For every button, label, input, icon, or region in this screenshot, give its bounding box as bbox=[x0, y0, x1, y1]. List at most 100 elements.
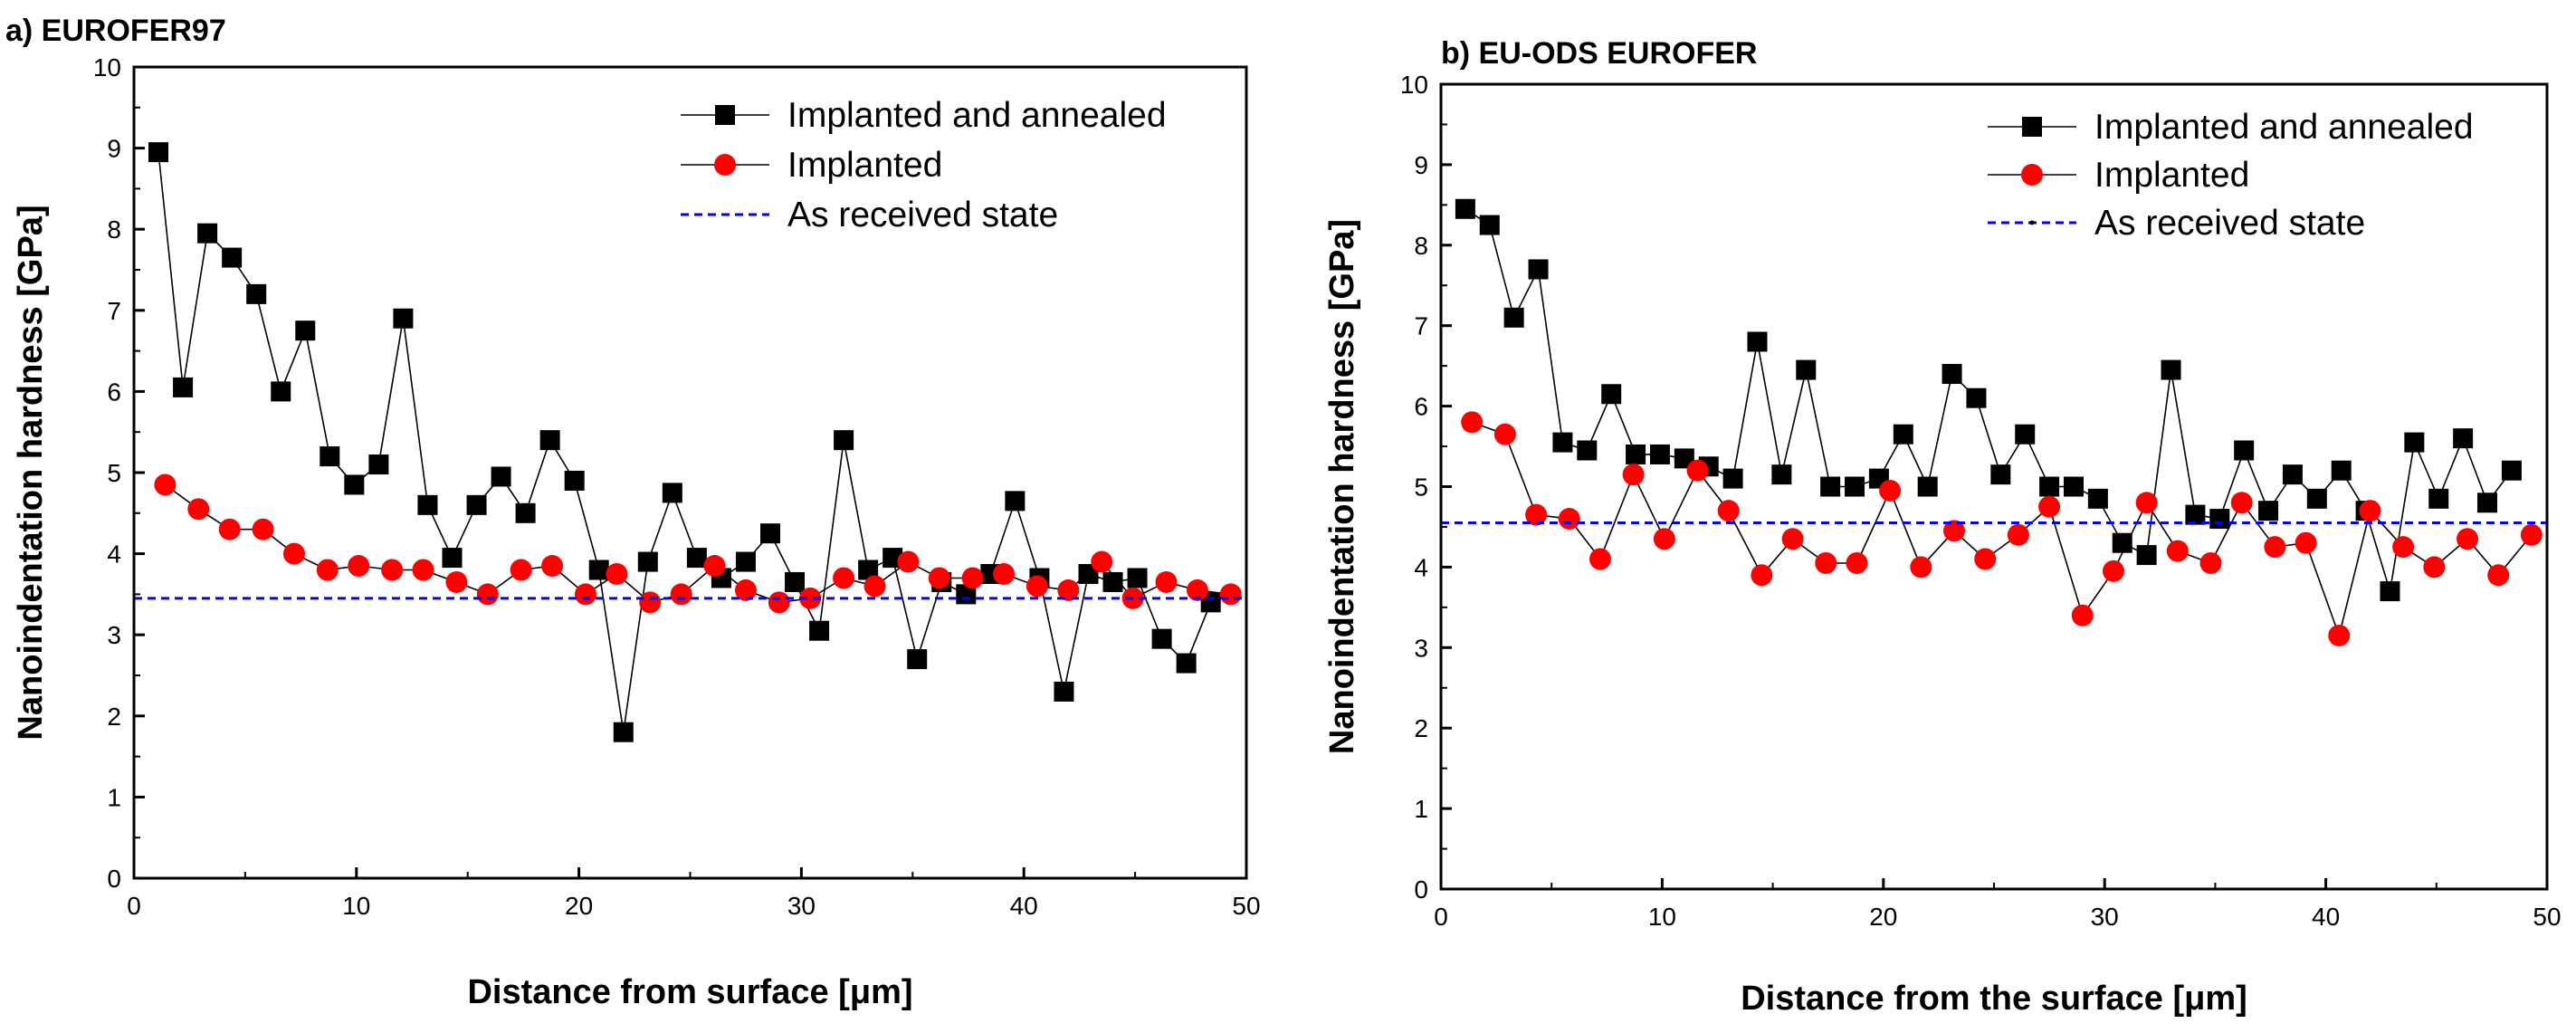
panel-b-y-tick-label: 2 bbox=[1414, 714, 1428, 742]
panel-a-implanted-point bbox=[961, 567, 984, 589]
panel-b-implanted-point bbox=[2487, 564, 2510, 587]
panel-a-annealed-point bbox=[417, 494, 438, 515]
panel-b-annealed-point bbox=[1942, 364, 1962, 385]
panel-a-implanted-point bbox=[1155, 570, 1178, 593]
panel-a-x-axis-title: Distance from surface [μm] bbox=[467, 973, 912, 1011]
panel-b-y-tick-label: 0 bbox=[1414, 875, 1428, 904]
panel-b-implanted-point bbox=[1815, 551, 1837, 574]
panel-b-annealed-point bbox=[1990, 464, 2011, 485]
panel-a-y-tick-label: 0 bbox=[107, 865, 121, 893]
panel-b-implanted-point bbox=[2102, 560, 2124, 582]
panel-b-annealed-point bbox=[2404, 432, 2425, 453]
panel-a-x-tick-label: 30 bbox=[787, 892, 816, 920]
panel-b-annealed-point bbox=[1796, 359, 1817, 380]
panel-b-annealed-point bbox=[1479, 215, 1500, 235]
panel-b-implanted-point bbox=[2166, 540, 2189, 562]
panel-b-implanted-point bbox=[2199, 551, 2222, 574]
panel-a-legend-swatch-annealed bbox=[715, 105, 735, 125]
panel-a-annealed-point bbox=[834, 430, 854, 451]
panel-b-title: b) EU-ODS EUROFER bbox=[1441, 36, 1757, 71]
panel-a-implanted-point bbox=[897, 550, 920, 573]
panel-a-y-tick-label: 2 bbox=[107, 703, 121, 731]
panel-a-implanted-point bbox=[1057, 579, 1080, 601]
panel-b-x-tick-label: 20 bbox=[1869, 903, 1897, 931]
panel-b-implanted-point bbox=[1622, 464, 1645, 486]
panel-a-annealed-point bbox=[320, 446, 340, 467]
panel-b-implanted-point bbox=[1943, 520, 1966, 542]
panel-a-annealed-series-line bbox=[157, 152, 1212, 732]
panel-b-implanted-point bbox=[2007, 523, 2029, 546]
panel-b-annealed-point bbox=[1893, 424, 1913, 445]
panel-b-x-tick-label: 50 bbox=[2533, 903, 2561, 931]
panel-a-y-tick-label: 10 bbox=[93, 53, 121, 81]
panel-a-implanted-point bbox=[187, 498, 210, 521]
panel-a-implanted-point bbox=[316, 559, 339, 581]
panel-a-annealed-point bbox=[613, 722, 634, 742]
panel-b-implanted-point bbox=[1686, 459, 1709, 482]
panel-b-implanted-point bbox=[1653, 528, 1675, 550]
panel-b-annealed-point bbox=[2136, 545, 2157, 566]
panel-a: a) EUROFER97 0 10 20 30 40 50 0 1 2 3 4 5 6 7 8 9 10 Dis… bbox=[5, 14, 1261, 1011]
panel-b-annealed-point bbox=[1966, 387, 1987, 408]
panel-b-ticks: 0 10 20 30 40 50 0 1 2 3 4 5 6 7 8 9 10 bbox=[1400, 71, 2562, 931]
panel-a-implanted-point bbox=[574, 583, 596, 606]
panel-b-series bbox=[1441, 198, 2547, 646]
panel-b-annealed-point bbox=[2234, 440, 2255, 461]
panel-b-legend-label: Implanted and annealed bbox=[2094, 108, 2474, 147]
panel-a-annealed-point bbox=[735, 551, 756, 572]
panel-a-implanted-point bbox=[993, 563, 1016, 585]
panel-b-annealed-point bbox=[1626, 444, 1646, 464]
panel-b-legend-swatch-implanted bbox=[2021, 164, 2043, 186]
panel-a-annealed-point bbox=[197, 223, 218, 244]
panel-a-x-tick-label: 0 bbox=[127, 892, 141, 920]
panel-b-annealed-point bbox=[1747, 331, 1768, 352]
panel-b-implanted-point bbox=[1910, 556, 1932, 579]
panel-a-annealed-point bbox=[809, 620, 830, 641]
panel-b-implanted-point bbox=[1974, 548, 1997, 570]
panel-b-annealed-point bbox=[2209, 509, 2230, 530]
panel-b-implanted-point bbox=[1493, 423, 1516, 445]
panel-b-implanted-point bbox=[2457, 528, 2479, 550]
panel-a-legend-swatch-implanted bbox=[714, 154, 736, 176]
panel-b-implanted-point bbox=[2392, 536, 2415, 559]
panel-b-annealed-point bbox=[2112, 532, 2132, 553]
panel-a-implanted-point bbox=[799, 587, 822, 609]
panel-b-implanted-point bbox=[2038, 495, 2061, 518]
panel-a-implanted-point bbox=[154, 473, 177, 496]
panel-a-annealed-point bbox=[466, 494, 487, 515]
panel-a-x-tick-label: 40 bbox=[1010, 892, 1038, 920]
panel-b-annealed-point bbox=[2063, 476, 2084, 497]
panel-b-annealed-point bbox=[2161, 359, 2181, 380]
panel-a-annealed-point bbox=[491, 466, 511, 487]
panel-b-legend-swatch-annealed bbox=[2022, 117, 2042, 137]
panel-a-implanted-point bbox=[606, 563, 628, 585]
panel-a-annealed-point bbox=[564, 470, 585, 491]
panel-b-y-axis-title: Nanoindentation hardness [GPa] bbox=[1323, 219, 1361, 754]
panel-a-annealed-point bbox=[539, 430, 560, 451]
panel-b-implanted-point bbox=[1717, 500, 1740, 522]
panel-b-implanted-point bbox=[2230, 492, 2253, 514]
panel-a-annealed-point bbox=[588, 560, 609, 580]
panel-a-implanted-point bbox=[639, 591, 662, 614]
panel-b-implanted-point bbox=[1589, 548, 1611, 570]
panel-b-annealed-point bbox=[2477, 493, 2498, 513]
panel-a-title: a) EUROFER97 bbox=[5, 14, 226, 48]
panel-b-x-tick-label: 0 bbox=[1434, 903, 1448, 931]
panel-a-annealed-point bbox=[1151, 628, 1172, 649]
panel-b-y-tick-label: 8 bbox=[1414, 232, 1428, 260]
panel-a-annealed-point bbox=[271, 381, 291, 402]
panel-b-x-tick-label: 30 bbox=[2091, 903, 2119, 931]
panel-a-implanted-point bbox=[1186, 579, 1208, 601]
panel-b-implanted-point bbox=[1558, 508, 1580, 531]
panel-a-annealed-point bbox=[1005, 491, 1026, 512]
panel-b-annealed-point bbox=[2331, 460, 2352, 481]
panel-b-annealed-point bbox=[1552, 432, 1573, 453]
panel-b-annealed-point bbox=[2039, 476, 2060, 497]
panel-a-implanted-point bbox=[348, 555, 370, 578]
panel-a-implanted-point bbox=[768, 591, 790, 614]
panel-a-implanted-point bbox=[252, 518, 274, 540]
panel-a-implanted-point bbox=[218, 518, 241, 540]
panel-b-y-tick-label: 3 bbox=[1414, 634, 1428, 662]
panel-b-y-tick-label: 9 bbox=[1414, 151, 1428, 179]
panel-a-annealed-point bbox=[295, 320, 316, 341]
